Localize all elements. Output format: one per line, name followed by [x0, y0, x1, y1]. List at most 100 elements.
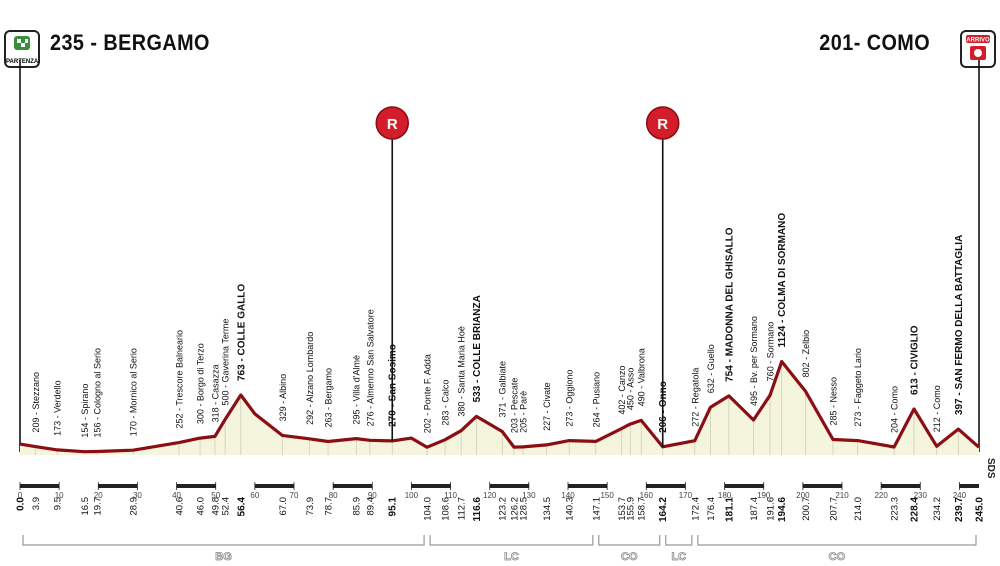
- sprint-icon: [645, 106, 680, 140]
- km-label: 134.5: [542, 497, 553, 521]
- location-label: 252 - Trescore Balneario: [174, 330, 184, 429]
- km-label: 46.0: [196, 497, 207, 516]
- location-label: 329 - Albino: [278, 374, 288, 422]
- x-tick-label: 70: [290, 491, 299, 500]
- province-bracket: [697, 535, 977, 546]
- km-label: 228.4: [910, 497, 921, 522]
- axis-segment: [215, 484, 255, 488]
- x-tick-label: 210: [835, 491, 849, 500]
- km-label: 28.9: [129, 497, 140, 516]
- km-label: 78.7: [324, 497, 335, 516]
- location-label: 264 - Pusiano: [591, 372, 601, 428]
- location-label: 402 - Canzo: [617, 366, 627, 415]
- location-label: 206 - Onno: [658, 381, 669, 433]
- location-label: 763 - COLLE GALLO: [236, 284, 247, 381]
- x-tick-label: 140: [561, 491, 575, 500]
- km-label: 116.6: [472, 497, 483, 522]
- location-label: 318 - Casazza: [210, 364, 220, 422]
- km-label: 158.7: [637, 497, 648, 521]
- location-label: 295 - Villa d'Almè: [352, 355, 362, 425]
- location-label: 760 - Sormano: [765, 322, 775, 382]
- x-tick-label: 100: [405, 491, 419, 500]
- km-label: 239.7: [954, 497, 965, 522]
- km-label: 73.9: [305, 497, 316, 516]
- km-label: 164.2: [658, 497, 669, 522]
- km-label: 16.5: [80, 497, 91, 516]
- km-label: 52.4: [221, 497, 232, 516]
- km-label: 56.4: [236, 497, 247, 517]
- location-label: 272 - Regatola: [690, 368, 700, 427]
- start-city-title: 235 - BERGAMO: [50, 30, 210, 55]
- sprint-label: R: [387, 116, 398, 133]
- km-label: 245.0: [975, 497, 986, 522]
- x-tick-label: 110: [444, 491, 457, 500]
- location-label: 495 - Bv. per Sormano: [749, 316, 759, 406]
- x-tick-label: 10: [55, 491, 64, 500]
- km-label: 67.0: [278, 497, 289, 516]
- sprint-icon: [375, 106, 409, 140]
- km-label: 234.2: [932, 497, 943, 521]
- km-label: 128.5: [518, 497, 529, 521]
- axis-segment: [294, 484, 334, 488]
- x-tick-label: 230: [914, 491, 928, 500]
- km-label: 89.4: [365, 497, 376, 516]
- km-label: 194.6: [777, 497, 788, 522]
- location-label: 173 - Verdello: [53, 380, 63, 436]
- km-label: 3.9: [31, 497, 42, 510]
- province-label: LC: [671, 551, 686, 563]
- km-label: 187.4: [749, 497, 760, 521]
- km-label: 112.7: [457, 497, 468, 520]
- km-label: 49.8: [210, 497, 221, 516]
- start-flag-icon: PARTENZA: [4, 30, 40, 68]
- location-label: 156 - Cologno al Serio: [93, 348, 103, 438]
- x-tick-label: 20: [94, 491, 103, 500]
- province-label: CO: [621, 551, 638, 563]
- km-label: 147.1: [591, 497, 602, 521]
- km-label: 104.0: [423, 497, 434, 521]
- x-tick-label: 0: [18, 491, 23, 500]
- start-badge-label: PARTENZA: [6, 59, 39, 65]
- km-label: 123.2: [498, 497, 509, 521]
- km-label: 153.7: [617, 497, 628, 521]
- location-label: 613 - CIVIGLIO: [910, 325, 921, 395]
- location-label: 283 - Calco: [441, 380, 451, 426]
- km-label: 19.7: [93, 497, 104, 516]
- location-label: 204 - Como: [890, 386, 900, 433]
- location-label: 227 - Civate: [542, 382, 552, 431]
- km-label: 126.2: [509, 497, 520, 521]
- x-tick-label: 60: [250, 491, 259, 500]
- x-tick-label: 40: [172, 491, 181, 500]
- province-bracket: [665, 535, 693, 546]
- km-label: 200.7: [801, 497, 812, 521]
- location-label: 490 - Valbrona: [637, 348, 647, 406]
- x-tick-label: 120: [483, 491, 497, 500]
- location-label: 300 - Borgo di Terzo: [196, 343, 206, 424]
- brand-logo: SDS: [985, 458, 996, 479]
- location-label: 270 - San Sosimo: [388, 344, 399, 427]
- location-label: 154 - Spirano: [80, 384, 90, 438]
- location-label: 273 - Oggiono: [565, 370, 575, 427]
- axis-strip: [20, 484, 979, 488]
- province-label: BG: [215, 551, 232, 563]
- finish-city-title: 201- COMO: [819, 30, 930, 55]
- axis-segment: [528, 484, 568, 488]
- finish-badge-label: ARRIVO: [966, 38, 990, 44]
- x-tick-label: 220: [874, 491, 888, 500]
- x-tick-label: 180: [718, 491, 732, 500]
- km-label: 108.6: [441, 497, 452, 521]
- x-tick-label: 190: [757, 491, 771, 500]
- km-label: 176.4: [706, 497, 717, 521]
- province-bracket: [429, 535, 594, 546]
- province-bracket: [598, 535, 661, 546]
- axis-segment: [685, 484, 725, 488]
- location-label: 202 - Ponte F. Adda: [423, 354, 433, 433]
- x-tick-label: 130: [522, 491, 536, 500]
- km-label: 207.7: [828, 497, 839, 521]
- axis-segment: [842, 484, 882, 488]
- location-label: 754 - MADONNA DEL GHISALLO: [724, 227, 735, 382]
- axis-segment: [920, 484, 960, 488]
- x-tick-label: 240: [953, 491, 967, 500]
- axis-segment: [450, 484, 490, 488]
